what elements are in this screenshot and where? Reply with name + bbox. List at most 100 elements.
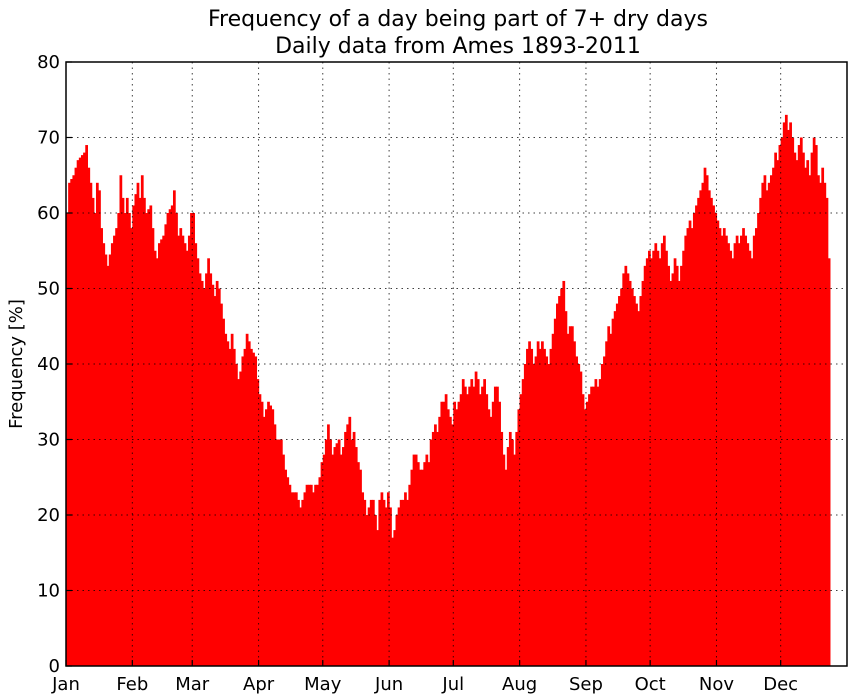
bar-day-343 (797, 145, 801, 667)
bar-day-77 (228, 348, 232, 666)
bar-day-278 (658, 258, 662, 666)
bar-day-335 (780, 137, 784, 666)
bar-day-223 (541, 341, 544, 666)
bar-day-63 (198, 273, 202, 666)
bar-day-48 (166, 213, 170, 666)
y-tick-label-10: 10 (37, 581, 60, 602)
bar-day-14 (93, 213, 97, 666)
bar-day-27 (121, 197, 125, 666)
bar-day-143 (369, 499, 373, 666)
bar-day-68 (209, 273, 213, 666)
bar-day-65 (202, 288, 206, 666)
bar-day-23 (113, 235, 116, 666)
bar-day-87 (250, 348, 253, 666)
bar-day-211 (515, 431, 519, 666)
bar-day-283 (669, 280, 673, 666)
bar-day-12 (89, 182, 93, 667)
chart-title: Frequency of a day being part of 7+ dry … (208, 7, 708, 32)
bar-day-226 (547, 364, 551, 666)
bar-day-292 (688, 220, 692, 667)
x-axis: Jan Feb Mar Apr May Jun Jul Aug Sep Oct Nov Dec (51, 660, 798, 695)
bar-day-233 (562, 280, 566, 666)
bar-day-105 (288, 484, 292, 666)
bar-day-267 (635, 303, 638, 666)
bar-day-269 (639, 296, 643, 666)
bar-day-61 (194, 243, 198, 666)
bar-day-239 (575, 356, 578, 666)
bar-day-308 (722, 228, 726, 666)
bar-day-150 (384, 507, 388, 666)
bar-day-122 (324, 439, 328, 666)
bar-day-101 (279, 439, 283, 666)
bar-day-104 (286, 477, 290, 666)
y-tick-label-30: 30 (37, 430, 60, 451)
bar-day-328 (765, 190, 769, 666)
bar-day-73 (220, 303, 223, 666)
y-tick-label-40: 40 (37, 354, 60, 375)
bar-day-42 (153, 250, 157, 666)
bar-day-32 (132, 205, 136, 666)
bar-day-231 (558, 296, 561, 666)
bar-day-135 (352, 431, 356, 666)
x-tick-label-sep: Sep (569, 674, 603, 695)
bar-day-28 (123, 213, 127, 666)
bar-day-252 (603, 356, 606, 666)
bar-day-20 (106, 265, 110, 666)
bar-day-178 (444, 394, 448, 666)
bar-day-97 (271, 409, 275, 666)
bar-day-215 (523, 364, 527, 666)
bar-day-258 (615, 303, 619, 666)
bar-day-356 (825, 197, 829, 666)
bar-day-230 (556, 303, 559, 666)
bar-day-222 (538, 348, 542, 666)
bar-day-281 (665, 250, 668, 666)
bar-day-184 (457, 401, 461, 666)
bar-day-208 (508, 431, 512, 666)
bar-day-357 (827, 258, 831, 666)
bar-day-153 (391, 537, 394, 666)
bar-day-334 (778, 145, 782, 667)
x-tick-label-apr: Apr (243, 674, 275, 695)
bar-day-268 (637, 311, 641, 666)
bar-day-144 (371, 499, 375, 666)
bar-day-121 (322, 454, 326, 666)
bar-day-86 (247, 341, 251, 666)
bar-day-89 (254, 356, 258, 666)
bar-day-90 (256, 379, 260, 666)
bar-day-209 (511, 439, 514, 666)
y-tick-label-50: 50 (37, 279, 60, 300)
bar-day-200 (491, 401, 495, 666)
bar-day-235 (566, 333, 570, 666)
bar-day-326 (761, 182, 765, 667)
bar-day-130 (342, 447, 345, 666)
bar-day-160 (406, 499, 409, 666)
bar-day-115 (309, 484, 313, 666)
bar-day-276 (654, 243, 658, 666)
bar-day-8 (80, 155, 84, 666)
bar-day-324 (757, 213, 760, 666)
bar-day-163 (412, 454, 416, 666)
bar-day-139 (361, 492, 365, 666)
bar-day-214 (521, 379, 525, 666)
bar-day-108 (294, 492, 298, 666)
bar-day-309 (725, 235, 728, 666)
bar-day-17 (100, 228, 103, 666)
bar-day-271 (643, 265, 647, 666)
bar-day-254 (607, 326, 611, 666)
bar-day-46 (162, 235, 166, 666)
bar-day-16 (98, 190, 101, 666)
bar-day-337 (784, 114, 788, 667)
bar-day-5 (74, 167, 78, 666)
bar-day-251 (600, 364, 604, 666)
bar-day-188 (466, 394, 469, 666)
bar-day-227 (549, 348, 553, 666)
bar-day-140 (363, 499, 367, 666)
bar-day-34 (136, 182, 140, 667)
bar-day-13 (91, 197, 95, 666)
bar-day-138 (359, 469, 362, 666)
y-tick-label-70: 70 (37, 128, 60, 149)
bar-day-49 (168, 209, 172, 667)
bar-day-187 (463, 386, 467, 666)
grid-lines (66, 62, 847, 666)
